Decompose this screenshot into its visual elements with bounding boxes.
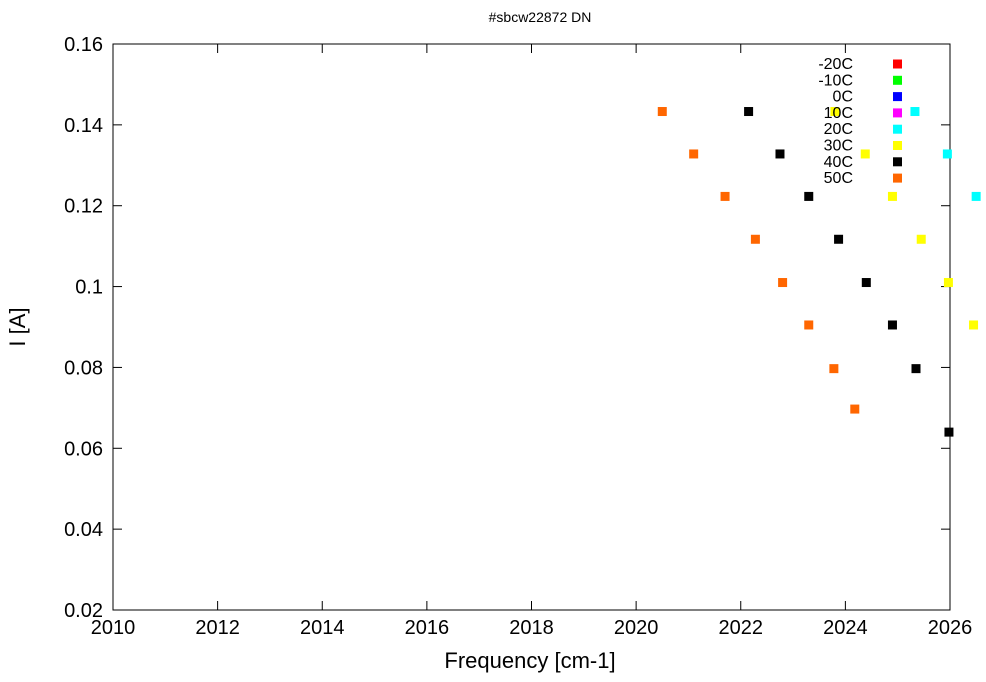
data-point <box>689 149 699 159</box>
x-tick-label: 2020 <box>614 617 659 639</box>
data-point <box>916 234 926 244</box>
legend-marker <box>893 173 902 183</box>
x-tick-label: 2018 <box>509 617 554 639</box>
data-point <box>860 149 870 159</box>
y-tick-label: 0.14 <box>64 115 103 137</box>
data-point <box>887 320 897 330</box>
data-point <box>744 107 754 117</box>
x-tick-label: 2012 <box>195 617 240 639</box>
data-point <box>778 278 788 288</box>
y-tick-label: 0.1 <box>75 277 103 299</box>
data-point <box>911 364 921 374</box>
data-point <box>943 278 953 288</box>
data-point <box>720 191 730 201</box>
data-point <box>942 149 952 159</box>
data-point <box>969 320 979 330</box>
legend-marker <box>893 59 902 69</box>
y-axis-label: I [A] <box>5 307 30 346</box>
data-point <box>829 364 839 374</box>
x-tick-label: 2014 <box>300 617 345 639</box>
x-tick-label: 2016 <box>405 617 450 639</box>
data-point <box>887 191 897 201</box>
data-point <box>971 191 981 201</box>
legend-label: 20C <box>824 121 853 138</box>
legend-marker <box>893 92 902 102</box>
data-point <box>830 107 840 117</box>
y-tick-label: 0.06 <box>64 438 103 460</box>
data-point <box>775 149 785 159</box>
x-tick-label: 2026 <box>928 617 973 639</box>
legend-marker <box>893 108 902 118</box>
legend-marker <box>893 157 902 167</box>
legend-marker <box>893 75 902 85</box>
x-tick-label: 2024 <box>823 617 868 639</box>
legend-marker <box>893 124 902 134</box>
axis-ticks: 2010 2012 2014 2016 2018 2020 2022 2024 2026 0.02… <box>64 34 972 639</box>
data-point <box>804 191 814 201</box>
y-tick-label: 0.16 <box>64 34 103 56</box>
chart-title: #sbcw22872 DN <box>489 9 592 25</box>
x-tick-label: 2022 <box>719 617 764 639</box>
data-point <box>657 107 667 117</box>
legend-label: 40C <box>824 154 853 171</box>
legend-label: 30C <box>824 138 853 155</box>
legend-marker <box>893 141 902 150</box>
data-point <box>804 320 814 330</box>
data-point <box>750 234 760 244</box>
data-point <box>834 234 844 244</box>
x-tick-label: 2010 <box>91 617 136 639</box>
data-point <box>850 404 860 414</box>
y-tick-label: 0.12 <box>64 196 103 218</box>
legend-label: -20C <box>818 56 853 73</box>
legend-label: 10C <box>824 105 853 122</box>
data-point <box>910 107 920 117</box>
data-point <box>944 427 954 437</box>
y-tick-label: 0.02 <box>64 600 103 622</box>
data-point <box>861 278 871 288</box>
legend-label: 0C <box>833 89 853 106</box>
x-axis-label: Frequency [cm-1] <box>444 648 615 673</box>
data-points <box>657 107 981 437</box>
legend-label: 50C <box>824 170 853 187</box>
y-tick-label: 0.08 <box>64 357 103 379</box>
legend-label: -10C <box>818 72 853 89</box>
y-tick-label: 0.04 <box>64 519 103 541</box>
